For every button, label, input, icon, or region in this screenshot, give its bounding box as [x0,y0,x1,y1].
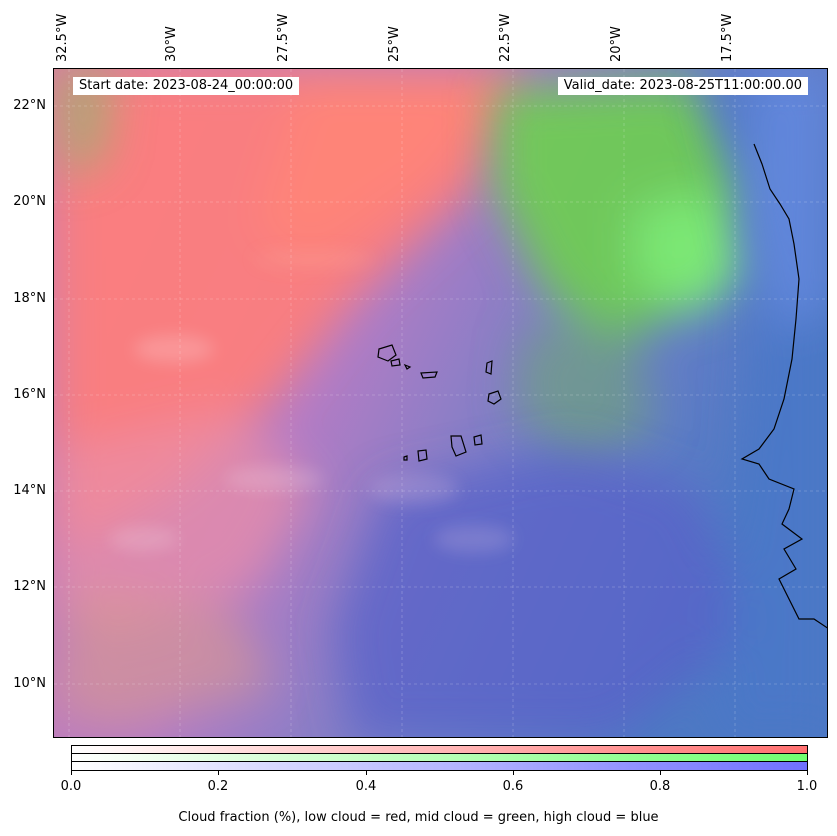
lon-label-20w: 20°W [609,26,624,62]
graticule [54,69,827,737]
high-cloud-layer [334,69,827,737]
mid-cloud-layer [54,69,754,469]
valid-date-label: Valid_date: 2023-08-25T11:00:00.00 [557,77,808,95]
colorbar-tick-0-4: 0.4 [355,779,377,794]
cape-verde-islands [377,344,502,462]
colorbar-tick-0-0: 0.0 [60,779,82,794]
colorbar-tick-0-6: 0.6 [502,779,524,794]
colorbar-tick-1-0: 1.0 [796,779,818,794]
colorbar-tick-mark [807,771,808,775]
lon-label-30w: 30°W [164,26,179,62]
low-cloud-layer [54,69,524,729]
colorbar [71,745,808,771]
colorbar-tick-mark [660,771,661,775]
colorbar-high-cloud-row [72,762,807,770]
lon-label-25w: 25°W [387,26,402,62]
lat-label-20n: 20°N [13,194,46,209]
colorbar-tick-mark [366,771,367,775]
lat-label-14n: 14°N [13,483,46,498]
colorbar-tick-0-2: 0.2 [207,779,229,794]
cloud-texture [109,249,514,553]
lat-label-10n: 10°N [13,676,46,691]
lat-label-18n: 18°N [13,291,46,306]
lon-label-27-5w: 27.5°W [276,13,291,62]
lon-label-22-5w: 22.5°W [498,13,513,62]
colorbar-tick-0-8: 0.8 [649,779,671,794]
lat-label-22n: 22°N [13,98,46,113]
africa-coastline [740,143,827,629]
lon-label-32-5w: 32.5°W [55,13,70,62]
lon-label-17-5w: 17.5°W [720,13,735,62]
lat-label-12n: 12°N [13,579,46,594]
colorbar-tick-mark [513,771,514,775]
lat-label-16n: 16°N [13,387,46,402]
colorbar-mid-cloud-row [72,754,807,762]
colorbar-low-cloud-row [72,746,807,754]
colorbar-label: Cloud fraction (%), low cloud = red, mid… [178,810,659,825]
cloud-fraction-field [54,69,827,737]
colorbar-tick-mark [218,771,219,775]
start-date-label: Start date: 2023-08-24_00:00:00 [73,77,300,95]
map-plot-area: Start date: 2023-08-24_00:00:00 Valid_da… [53,68,828,738]
colorbar-tick-mark [71,771,72,775]
